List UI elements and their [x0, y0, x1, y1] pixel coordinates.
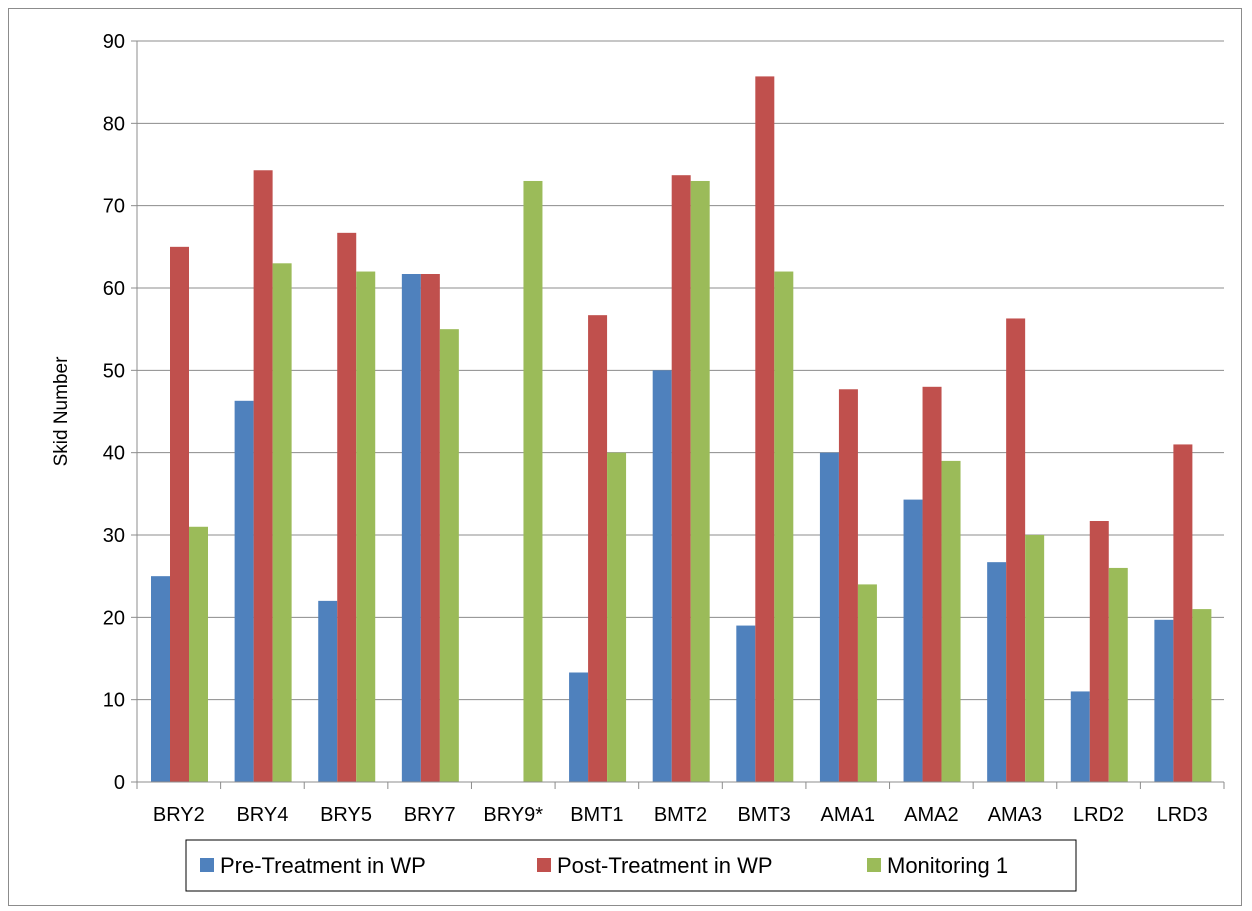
bar-monitoring-1-bry4 [272, 263, 292, 782]
bar-post-treatment-in-wp-bry5 [337, 232, 357, 782]
x-tick-label: BMT3 [737, 804, 790, 826]
x-tick-label: LRD2 [1073, 804, 1124, 826]
x-tick-label: BRY9* [483, 804, 543, 826]
bar-monitoring-1-lrd3 [1192, 609, 1212, 782]
legend-label: Pre-Treatment in WP [220, 853, 426, 878]
y-tick-label: 70 [103, 196, 125, 218]
bar-post-treatment-in-wp-ama1 [838, 389, 858, 782]
bar-monitoring-1-bmt2 [690, 180, 710, 782]
bar-pre-treatment-in-wp-bry5 [318, 600, 338, 782]
bar-pre-treatment-in-wp-bry4 [234, 400, 254, 782]
y-axis-title: Skid Number [51, 356, 72, 466]
bar-post-treatment-in-wp-ama3 [1006, 318, 1026, 782]
x-tick-label: BRY2 [153, 804, 205, 826]
bar-post-treatment-in-wp-bry4 [253, 170, 273, 783]
bars [151, 76, 1212, 783]
bar-monitoring-1-bry2 [189, 526, 208, 782]
axes: 0 10 20 30 40 50 60 70 80 90 BRY2 BRY4 BRY5 BRY7 BRY9*… [103, 31, 1225, 826]
bar-post-treatment-in-wp-bmt3 [755, 76, 775, 783]
x-tick-label: BRY5 [320, 804, 372, 826]
bar-pre-treatment-in-wp-bmt2 [652, 370, 672, 782]
bar-monitoring-1-ama3 [1025, 535, 1045, 782]
x-tick-label: BMT2 [654, 804, 707, 826]
bar-pre-treatment-in-wp-ama1 [819, 452, 839, 782]
bar-monitoring-1-lrd2 [1108, 567, 1128, 782]
bar-post-treatment-in-wp-lrd3 [1173, 444, 1193, 782]
y-tick-label: 50 [103, 360, 125, 382]
legend-swatch [537, 858, 551, 872]
bar-monitoring-1-bmt1 [607, 452, 627, 782]
bar-pre-treatment-in-wp-bry2 [151, 576, 170, 782]
y-tick-label: 60 [103, 278, 125, 300]
legend-label: Post-Treatment in WP [557, 853, 773, 878]
legend-label: Monitoring 1 [887, 853, 1008, 878]
bar-pre-treatment-in-wp-ama3 [987, 562, 1007, 782]
bar-monitoring-1-ama1 [857, 584, 877, 782]
bar-monitoring-1-bry7 [439, 329, 459, 782]
x-tick-label: BRY4 [236, 804, 288, 826]
bar-pre-treatment-in-wp-bmt1 [569, 672, 589, 782]
bar-monitoring-1-bry9 [523, 180, 543, 782]
bar-post-treatment-in-wp-bry7 [420, 274, 440, 782]
x-tick-label: BMT1 [570, 804, 623, 826]
legend-swatch [867, 858, 881, 872]
bar-pre-treatment-in-wp-lrd2 [1070, 691, 1090, 782]
bar-post-treatment-in-wp-bry2 [170, 246, 189, 783]
y-tick-label: 40 [103, 443, 125, 465]
bar-monitoring-1-bmt3 [774, 271, 794, 782]
bar-pre-treatment-in-wp-lrd3 [1154, 619, 1174, 782]
legend: Pre-Treatment in WP Post-Treatment in WP M… [185, 839, 1077, 892]
bar-post-treatment-in-wp-ama2 [922, 386, 942, 782]
y-tick-label: 80 [103, 113, 125, 135]
y-tick-label: 10 [103, 690, 125, 712]
bar-pre-treatment-in-wp-bmt3 [736, 625, 756, 782]
x-tick-label: AMA3 [988, 804, 1042, 826]
y-tick-label: 90 [103, 31, 125, 53]
x-tick-label: AMA2 [904, 804, 958, 826]
legend-swatch [200, 858, 214, 872]
bar-pre-treatment-in-wp-bry7 [401, 274, 421, 782]
y-tick-label: 30 [103, 525, 125, 547]
x-tick-label: BRY7 [404, 804, 456, 826]
bar-monitoring-1-bry5 [356, 271, 376, 782]
y-tick-label: 20 [103, 607, 125, 629]
bar-monitoring-1-ama2 [941, 460, 961, 782]
y-tick-label: 0 [114, 772, 125, 794]
bar-post-treatment-in-wp-bmt1 [588, 315, 608, 782]
x-tick-label: LRD3 [1157, 804, 1208, 826]
x-tick-label: AMA1 [820, 804, 874, 826]
bar-post-treatment-in-wp-lrd2 [1089, 521, 1109, 782]
bar-post-treatment-in-wp-bmt2 [671, 175, 691, 782]
legend-box [185, 839, 1077, 892]
bar-pre-treatment-in-wp-ama2 [903, 499, 923, 782]
